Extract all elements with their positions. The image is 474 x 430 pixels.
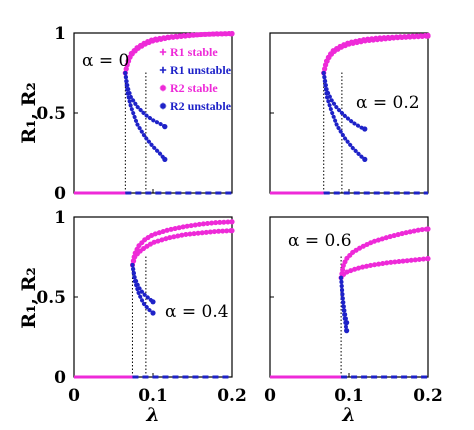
legend: R1 stable R1 unstable R2 stable R2 unstable [159, 45, 232, 113]
branch-end-point [362, 126, 368, 132]
branch-end-point [229, 219, 235, 225]
y-axis-title: R₁, R₂ [18, 267, 40, 328]
legend-label: R2 unstable [170, 99, 232, 113]
stable-branch-markers [321, 33, 431, 76]
legend-plus-marker [159, 48, 167, 56]
branch-end-point [425, 33, 431, 39]
panel-alpha-0: 0 0.5 1 R₁, R₂ R1 stable R1 unstable R2 stable… [18, 24, 235, 204]
branch-end-point [344, 328, 350, 334]
alpha-annotation: α = 0.6 [288, 231, 352, 251]
y-tick-label: 0.5 [36, 288, 66, 308]
panel-alpha-0.4: 0 0.1 0.2 0 0.5 1 R₁, R₂ λ α = 0.4 [18, 208, 247, 426]
y-tick-label: 0 [54, 368, 66, 388]
x-axis-title: λ [341, 404, 355, 426]
branch-end-point [425, 226, 431, 232]
legend-label: R2 stable [170, 81, 218, 95]
unstable-branch-markers [339, 275, 349, 333]
x-tick-label: 0 [264, 386, 276, 406]
stable-branch-markers [338, 256, 431, 281]
branch-end-point [362, 156, 368, 162]
branch-end-point [425, 256, 431, 262]
unstable-branch-markers [130, 263, 155, 315]
branch-end-point [150, 299, 156, 305]
stable-branch-markers [338, 226, 431, 281]
legend-star-marker [159, 102, 167, 110]
y-tick-label: 1 [54, 24, 66, 44]
x-tick-label: 0.2 [413, 386, 443, 406]
branch-end-point [229, 228, 235, 234]
legend-plus-marker [159, 66, 167, 74]
x-tick-label: 0 [68, 386, 80, 406]
unstable-branch-markers [123, 71, 167, 129]
stable-branch-markers [122, 31, 235, 76]
branch-end-point [229, 31, 235, 37]
branch-end-point [162, 124, 168, 130]
legend-star-marker [159, 84, 167, 92]
x-tick-label: 0.1 [334, 386, 364, 406]
x-axis-title: λ [145, 404, 159, 426]
axes-box [269, 32, 429, 194]
y-tick-label: 0.5 [36, 104, 66, 124]
unstable-branch-markers [321, 71, 367, 162]
y-tick-label: 0 [54, 184, 66, 204]
x-tick-label: 0.1 [138, 386, 168, 406]
branch-end-point [162, 156, 168, 162]
alpha-annotation: α = 0.4 [165, 302, 229, 322]
x-tick-label: 0.2 [217, 386, 247, 406]
stable-branch-markers [130, 228, 235, 268]
stable-branch-markers [130, 219, 235, 268]
alpha-annotation: α = 0 [82, 51, 129, 71]
panel-alpha-0.6: 0 0.1 0.2 λ α = 0.6 [264, 216, 443, 426]
panel-alpha-0.2: α = 0.2 [269, 32, 431, 195]
legend-label: R1 unstable [170, 63, 232, 77]
y-axis-title: R₁, R₂ [18, 82, 40, 143]
branch-end-point [150, 310, 156, 316]
legend-label: R1 stable [170, 45, 218, 59]
y-tick-label: 1 [54, 208, 66, 228]
unstable-branch-markers [123, 71, 167, 162]
alpha-annotation: α = 0.2 [356, 93, 420, 113]
